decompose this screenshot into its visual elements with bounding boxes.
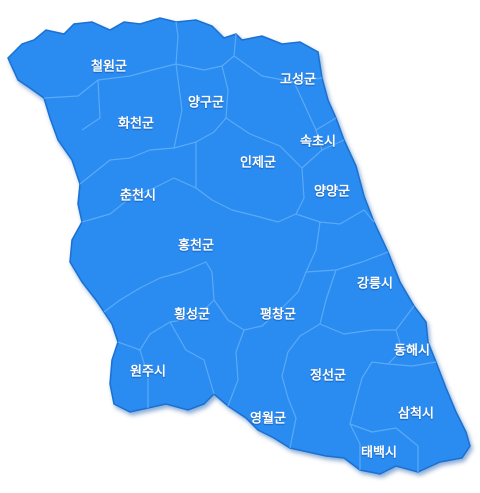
region-label-hoengseong[interactable]: 횡성군 bbox=[174, 307, 210, 323]
region-label-sokcho[interactable]: 속초시 bbox=[300, 134, 336, 150]
region-label-donghae[interactable]: 동해시 bbox=[394, 343, 430, 359]
border-line bbox=[169, 321, 215, 395]
region-label-goseong[interactable]: 고성군 bbox=[280, 72, 316, 88]
region-label-gangneung[interactable]: 강릉시 bbox=[357, 276, 393, 292]
border-line bbox=[225, 117, 323, 169]
border-line bbox=[103, 221, 321, 331]
region-label-taebaek[interactable]: 태백시 bbox=[361, 445, 397, 461]
region-label-hwacheon[interactable]: 화천군 bbox=[118, 116, 154, 132]
region-label-hongcheon[interactable]: 홍천군 bbox=[178, 238, 214, 254]
border-line bbox=[81, 79, 101, 131]
border-line bbox=[43, 21, 179, 99]
region-label-yangyang[interactable]: 양양군 bbox=[314, 184, 350, 200]
border-line bbox=[349, 423, 419, 472]
region-label-wonju[interactable]: 원주시 bbox=[130, 364, 166, 380]
border-line bbox=[305, 251, 389, 273]
border-line bbox=[227, 329, 245, 407]
region-label-yanggu[interactable]: 양구군 bbox=[188, 95, 224, 111]
border-line bbox=[387, 361, 437, 367]
border-line bbox=[295, 209, 375, 225]
region-label-cheorwon[interactable]: 철원군 bbox=[91, 59, 127, 75]
region-label-samcheok[interactable]: 삼척시 bbox=[398, 406, 434, 422]
region-label-inje[interactable]: 인제군 bbox=[240, 155, 276, 171]
border-line bbox=[117, 299, 215, 351]
border-line bbox=[173, 63, 183, 149]
border-line bbox=[79, 65, 229, 185]
region-label-pyeongchang[interactable]: 평창군 bbox=[260, 307, 296, 323]
border-line bbox=[281, 269, 337, 449]
district-borders bbox=[43, 21, 437, 472]
region-label-chuncheon[interactable]: 춘천시 bbox=[120, 188, 156, 204]
border-line bbox=[293, 81, 337, 131]
province-outline bbox=[7, 17, 471, 475]
border-line bbox=[349, 329, 403, 470]
border-line bbox=[233, 55, 323, 83]
region-label-yeongwol[interactable]: 영월군 bbox=[250, 411, 286, 427]
border-line bbox=[319, 305, 415, 335]
border-line bbox=[139, 349, 149, 408]
region-label-jeongseon[interactable]: 정선군 bbox=[310, 368, 346, 384]
